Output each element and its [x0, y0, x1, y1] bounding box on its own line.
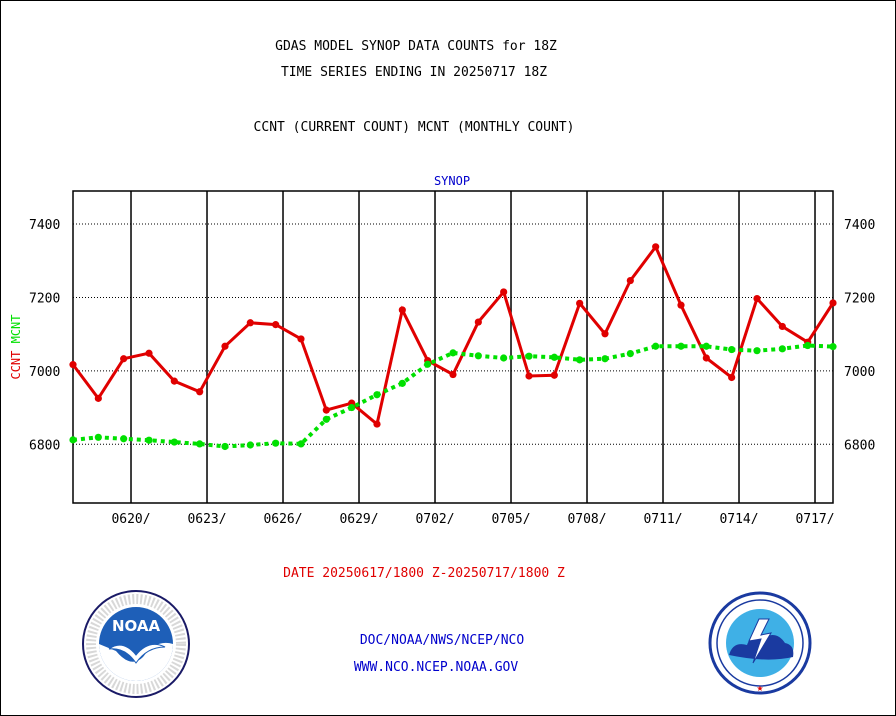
data-point-ccnt — [474, 318, 482, 326]
noaa-wordmark: NOAA — [112, 617, 161, 635]
y-tick-label-right: 7400 — [844, 218, 875, 233]
data-point-ccnt — [576, 299, 584, 307]
data-point-mcnt — [145, 436, 153, 444]
data-point-mcnt — [322, 415, 330, 423]
x-axis-date-range: DATE 20250617/1800 Z-20250717/1800 Z — [283, 566, 565, 581]
y-label-mcnt: MCNT — [9, 314, 23, 343]
data-point-ccnt — [120, 355, 128, 363]
data-point-mcnt — [424, 360, 432, 368]
chart-series-title: SYNOP — [434, 174, 470, 188]
y-tick-label-left: 7000 — [29, 365, 60, 380]
y-tick-label-right: 7000 — [844, 365, 875, 380]
data-point-ccnt — [297, 335, 305, 343]
noaa-logo: NOAA — [82, 590, 190, 698]
x-tick-label: 0702/ — [415, 512, 454, 527]
data-point-mcnt — [728, 345, 736, 354]
data-point-ccnt — [449, 370, 457, 379]
data-point-ccnt — [196, 388, 204, 396]
data-point-mcnt — [702, 342, 710, 350]
y-axis-label: CCNT MCNT — [9, 314, 23, 379]
footer-url[interactable]: WWW.NCO.NCEP.NOAA.GOV — [353, 660, 519, 675]
y-label-ccnt: CCNT — [9, 343, 23, 379]
data-point-ccnt — [702, 354, 710, 362]
data-point-mcnt — [196, 440, 204, 448]
data-point-mcnt — [398, 379, 406, 387]
footer-org: DOC/NOAA/NWS/NCEP/NCO — [359, 633, 525, 648]
data-point-mcnt — [297, 440, 305, 448]
data-point-mcnt — [601, 355, 609, 363]
data-point-ccnt — [170, 377, 178, 385]
x-tick-label: 0620/ — [111, 512, 150, 527]
x-tick-label: 0708/ — [567, 512, 606, 527]
data-point-mcnt — [120, 435, 128, 443]
chart-subtitle: CCNT (CURRENT COUNT) MCNT (MONTHLY COUNT… — [253, 120, 575, 135]
nws-logo: ★ — [708, 591, 812, 695]
series-line-ccnt — [71, 243, 835, 427]
data-point-ccnt — [69, 361, 77, 369]
data-point-ccnt — [753, 294, 761, 303]
data-point-ccnt — [728, 373, 736, 382]
chart-title-line2: TIME SERIES ENDING IN 20250717 18Z — [280, 65, 548, 80]
data-point-mcnt — [272, 439, 280, 447]
data-point-mcnt — [550, 353, 558, 361]
x-tick-label: 0717/ — [795, 512, 834, 527]
data-point-mcnt — [652, 342, 660, 350]
x-tick-label: 0711/ — [643, 512, 682, 527]
data-point-ccnt — [246, 319, 254, 327]
data-point-ccnt — [221, 342, 229, 350]
data-point-mcnt — [373, 391, 381, 399]
data-point-ccnt — [652, 243, 660, 251]
data-point-ccnt — [373, 420, 381, 428]
y-tick-label-left: 7400 — [29, 218, 60, 233]
data-point-mcnt — [94, 433, 102, 441]
data-point-mcnt — [246, 441, 254, 449]
data-point-mcnt — [170, 438, 178, 446]
y-tick-label-right: 7200 — [844, 291, 875, 306]
y-tick-label-right: 6800 — [844, 438, 875, 453]
data-point-mcnt — [500, 354, 508, 362]
series-line-mcnt — [72, 343, 834, 449]
data-point-ccnt — [272, 321, 280, 329]
x-tick-label: 0714/ — [719, 512, 758, 527]
data-point-mcnt — [69, 436, 77, 444]
svg-text:★: ★ — [756, 684, 763, 693]
data-point-ccnt — [601, 330, 609, 338]
data-point-mcnt — [576, 356, 584, 364]
x-tick-label: 0626/ — [263, 512, 302, 527]
data-point-ccnt — [778, 322, 786, 331]
data-point-ccnt — [550, 371, 558, 379]
data-point-mcnt — [778, 345, 786, 353]
data-point-ccnt — [398, 306, 406, 314]
x-tick-label: 0629/ — [339, 512, 378, 527]
data-point-ccnt — [145, 349, 153, 357]
data-point-ccnt — [322, 406, 330, 414]
data-point-mcnt — [804, 341, 812, 350]
data-point-ccnt — [500, 288, 508, 296]
data-point-mcnt — [626, 350, 634, 358]
x-tick-label: 0623/ — [187, 512, 226, 527]
data-point-mcnt — [348, 403, 356, 412]
chart-title-line1: GDAS MODEL SYNOP DATA COUNTS for 18Z — [275, 39, 557, 54]
data-point-mcnt — [677, 342, 685, 350]
data-point-mcnt — [221, 442, 229, 451]
data-point-ccnt — [94, 394, 102, 402]
data-point-mcnt — [525, 352, 533, 360]
data-point-ccnt — [525, 372, 533, 380]
data-point-mcnt — [449, 349, 457, 357]
y-tick-label-left: 7200 — [29, 291, 60, 306]
data-point-ccnt — [829, 299, 837, 307]
data-point-mcnt — [753, 347, 761, 355]
data-point-ccnt — [677, 301, 685, 309]
data-point-ccnt — [626, 276, 634, 285]
y-tick-label-left: 6800 — [29, 438, 60, 453]
data-point-mcnt — [474, 352, 482, 360]
x-tick-label: 0705/ — [491, 512, 530, 527]
data-point-mcnt — [829, 343, 837, 351]
